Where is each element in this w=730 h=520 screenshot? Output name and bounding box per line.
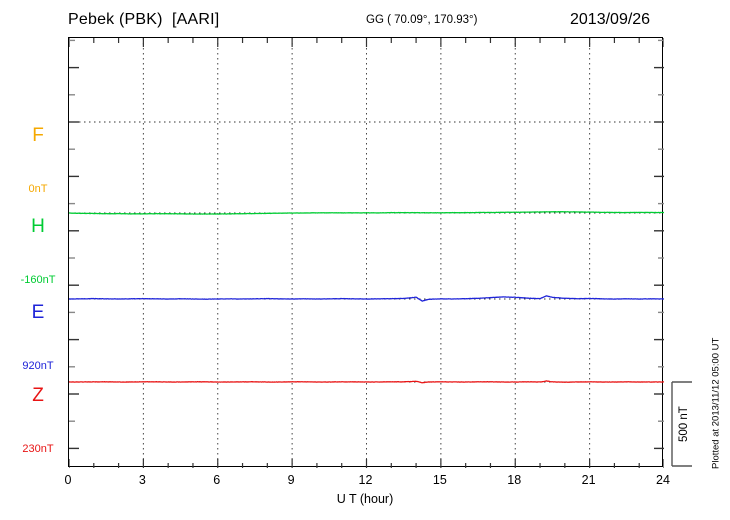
- geographic-coordinates: GG ( 70.09°, 170.93°): [366, 14, 478, 26]
- component-value-h: -160nT: [20, 274, 56, 286]
- component-label-f: F 0nT: [12, 90, 64, 232]
- x-tick-label-21: 21: [581, 473, 596, 487]
- x-tick-label-24: 24: [656, 473, 670, 487]
- magnetogram-plot: [69, 38, 664, 468]
- component-value-e: 920nT: [22, 360, 54, 372]
- data-traces: [69, 211, 664, 384]
- page-title: Pebek (PBK) [AARI]: [68, 11, 220, 28]
- component-label-e: E 920nT: [12, 267, 64, 409]
- scale-bar: [671, 381, 692, 467]
- grid-lines: [69, 38, 664, 468]
- x-tick-label-18: 18: [507, 473, 522, 487]
- component-value-z: 230nT: [22, 443, 54, 455]
- axis-ticks: [69, 38, 664, 468]
- x-tick-label-9: 9: [287, 473, 295, 487]
- x-tick-label-15: 15: [432, 473, 447, 487]
- component-letter-f: F: [32, 125, 44, 146]
- scale-bar-label: 500 nT: [678, 406, 690, 442]
- x-axis-title: U T (hour): [336, 492, 394, 506]
- component-label-h: H -160nT: [12, 181, 64, 323]
- x-tick-label-12: 12: [358, 473, 373, 487]
- component-label-z: Z 230nT: [12, 350, 64, 492]
- component-letter-z: Z: [32, 385, 44, 406]
- observation-date: 2013/09/26: [570, 11, 651, 28]
- component-letter-h: H: [31, 216, 45, 237]
- plotted-timestamp: Plotted at 2013/11/12 05:00 UT: [710, 338, 722, 470]
- x-tick-label-0: 0: [64, 473, 72, 487]
- component-letter-e: E: [31, 302, 45, 323]
- x-tick-label-6: 6: [213, 473, 221, 487]
- component-value-f: 0nT: [28, 183, 48, 195]
- plot-frame: [68, 37, 664, 468]
- x-tick-label-3: 3: [138, 473, 146, 487]
